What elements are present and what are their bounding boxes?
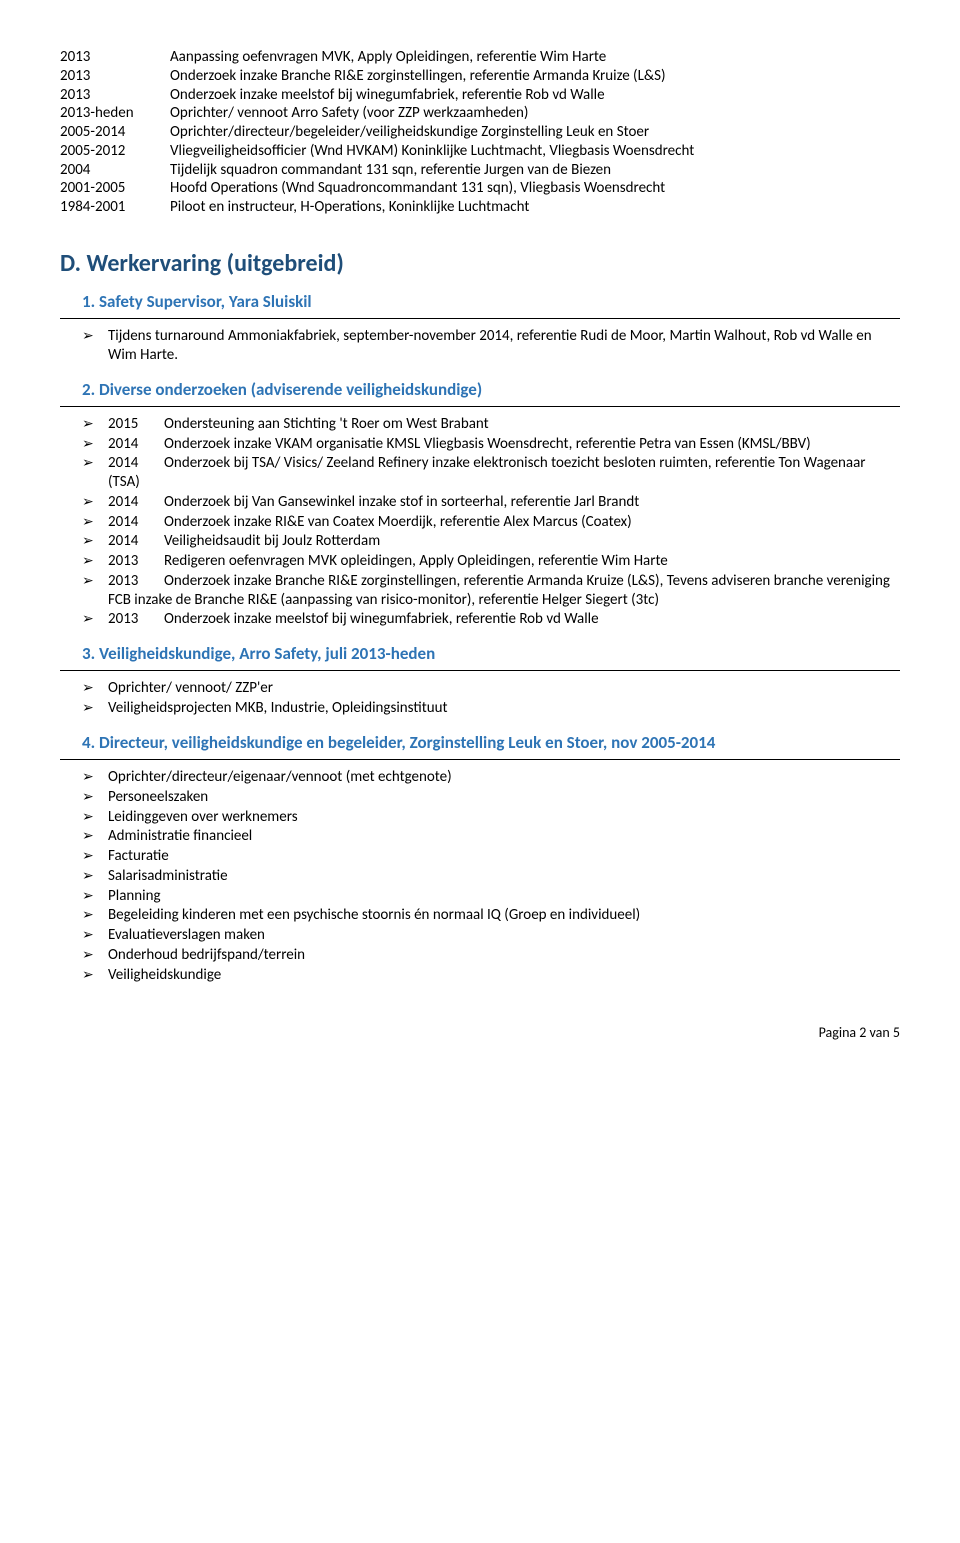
item-year: 2013 xyxy=(108,572,164,591)
timeline-row: 2005-2014Oprichter/directeur/begeleider/… xyxy=(60,123,900,142)
list-item: 2014Onderzoek inzake VKAM organisatie KM… xyxy=(82,435,900,454)
page-footer: Pagina 2 van 5 xyxy=(60,1024,900,1042)
sub3-bullets: Oprichter/ vennoot/ ZZP'erVeiligheidspro… xyxy=(60,679,900,718)
divider xyxy=(60,318,900,319)
list-item: 2014Onderzoek bij TSA/ Visics/ Zeeland R… xyxy=(82,454,900,492)
list-item: 2013Onderzoek inzake Branche RI&E zorgin… xyxy=(82,572,900,610)
list-item: 2014Veiligheidsaudit bij Joulz Rotterdam xyxy=(82,532,900,551)
timeline-desc: Oprichter/ vennoot Arro Safety (voor ZZP… xyxy=(170,104,900,123)
divider xyxy=(60,670,900,671)
timeline-row: 2013-hedenOprichter/ vennoot Arro Safety… xyxy=(60,104,900,123)
list-item: Leidinggeven over werknemers xyxy=(82,808,900,827)
timeline-desc: Piloot en instructeur, H-Operations, Kon… xyxy=(170,198,900,217)
timeline-year: 2001-2005 xyxy=(60,179,170,198)
list-item: Planning xyxy=(82,887,900,906)
timeline-year: 2005-2014 xyxy=(60,123,170,142)
item-desc: Ondersteuning aan Stichting 't Roer om W… xyxy=(164,415,489,433)
item-desc: Onderzoek inzake meelstof bij winegumfab… xyxy=(164,610,599,628)
timeline-row: 1984-2001Piloot en instructeur, H-Operat… xyxy=(60,198,900,217)
list-item: Personeelszaken xyxy=(82,788,900,807)
sub2-title: 2. Diverse onderzoeken (adviserende veil… xyxy=(82,379,900,400)
item-year: 2014 xyxy=(108,532,164,551)
timeline-row: 2013Onderzoek inzake meelstof bij winegu… xyxy=(60,86,900,105)
item-year: 2013 xyxy=(108,610,164,629)
list-item: 2015Ondersteuning aan Stichting 't Roer … xyxy=(82,415,900,434)
timeline-year: 1984-2001 xyxy=(60,198,170,217)
sub4-bullets: Oprichter/directeur/eigenaar/vennoot (me… xyxy=(60,768,900,984)
timeline-desc: Oprichter/directeur/begeleider/veilighei… xyxy=(170,123,900,142)
list-item: Veiligheidskundige xyxy=(82,966,900,985)
list-item: Onderhoud bedrijfspand/terrein xyxy=(82,946,900,965)
item-year: 2013 xyxy=(108,552,164,571)
list-item: Oprichter/ vennoot/ ZZP'er xyxy=(82,679,900,698)
timeline-desc: Vliegveiligheidsofficier (Wnd HVKAM) Kon… xyxy=(170,142,900,161)
item-desc: Redigeren oefenvragen MVK opleidingen, A… xyxy=(164,552,668,570)
list-item: 2014Onderzoek inzake RI&E van Coatex Moe… xyxy=(82,513,900,532)
item-year: 2014 xyxy=(108,435,164,454)
sub3-title: 3. Veiligheidskundige, Arro Safety, juli… xyxy=(82,643,900,664)
sub2-items: 2015Ondersteuning aan Stichting 't Roer … xyxy=(60,415,900,629)
list-item: Oprichter/directeur/eigenaar/vennoot (me… xyxy=(82,768,900,787)
timeline-desc: Tijdelijk squadron commandant 131 sqn, r… xyxy=(170,161,900,180)
list-item: 2013Redigeren oefenvragen MVK opleidinge… xyxy=(82,552,900,571)
list-item: Evaluatieverslagen maken xyxy=(82,926,900,945)
item-desc: Onderzoek bij TSA/ Visics/ Zeeland Refin… xyxy=(108,454,866,491)
item-desc: Onderzoek inzake VKAM organisatie KMSL V… xyxy=(164,435,811,453)
list-item: 2014Onderzoek bij Van Gansewinkel inzake… xyxy=(82,493,900,512)
section-d-title: D. Werkervaring (uitgebreid) xyxy=(60,249,900,279)
timeline-row: 2001-2005Hoofd Operations (Wnd Squadronc… xyxy=(60,179,900,198)
timeline-year: 2013-heden xyxy=(60,104,170,123)
timeline-year: 2013 xyxy=(60,67,170,86)
timeline-year: 2004 xyxy=(60,161,170,180)
item-desc: Veiligheidsaudit bij Joulz Rotterdam xyxy=(164,532,380,550)
timeline-row: 2013Aanpassing oefenvragen MVK, Apply Op… xyxy=(60,48,900,67)
timeline-year: 2005-2012 xyxy=(60,142,170,161)
timeline-row: 2004Tijdelijk squadron commandant 131 sq… xyxy=(60,161,900,180)
timeline-desc: Hoofd Operations (Wnd Squadroncommandant… xyxy=(170,179,900,198)
item-desc: Onderzoek inzake Branche RI&E zorginstel… xyxy=(108,572,890,609)
list-item: 2013Onderzoek inzake meelstof bij winegu… xyxy=(82,610,900,629)
sub4-title: 4. Directeur, veiligheidskundige en bege… xyxy=(82,732,900,753)
list-item: Veiligheidsprojecten MKB, Industrie, Opl… xyxy=(82,699,900,718)
timeline-table: 2013Aanpassing oefenvragen MVK, Apply Op… xyxy=(60,48,900,217)
item-year: 2014 xyxy=(108,493,164,512)
item-desc: Onderzoek inzake RI&E van Coatex Moerdij… xyxy=(164,513,632,531)
timeline-desc: Onderzoek inzake Branche RI&E zorginstel… xyxy=(170,67,900,86)
divider xyxy=(60,406,900,407)
item-year: 2014 xyxy=(108,513,164,532)
sub1-bullets: Tijdens turnaround Ammoniakfabriek, sept… xyxy=(60,327,900,365)
sub1-title: 1. Safety Supervisor, Yara Sluiskil xyxy=(82,291,900,312)
item-desc: Onderzoek bij Van Gansewinkel inzake sto… xyxy=(164,493,639,511)
timeline-row: 2005-2012Vliegveiligheidsofficier (Wnd H… xyxy=(60,142,900,161)
timeline-desc: Onderzoek inzake meelstof bij winegumfab… xyxy=(170,86,900,105)
list-item: Begeleiding kinderen met een psychische … xyxy=(82,906,900,925)
list-item: Facturatie xyxy=(82,847,900,866)
divider xyxy=(60,759,900,760)
timeline-year: 2013 xyxy=(60,86,170,105)
list-item: Salarisadministratie xyxy=(82,867,900,886)
item-year: 2014 xyxy=(108,454,164,473)
timeline-year: 2013 xyxy=(60,48,170,67)
timeline-desc: Aanpassing oefenvragen MVK, Apply Opleid… xyxy=(170,48,900,67)
item-year: 2015 xyxy=(108,415,164,434)
timeline-row: 2013Onderzoek inzake Branche RI&E zorgin… xyxy=(60,67,900,86)
list-item: Administratie financieel xyxy=(82,827,900,846)
list-item: Tijdens turnaround Ammoniakfabriek, sept… xyxy=(82,327,900,365)
